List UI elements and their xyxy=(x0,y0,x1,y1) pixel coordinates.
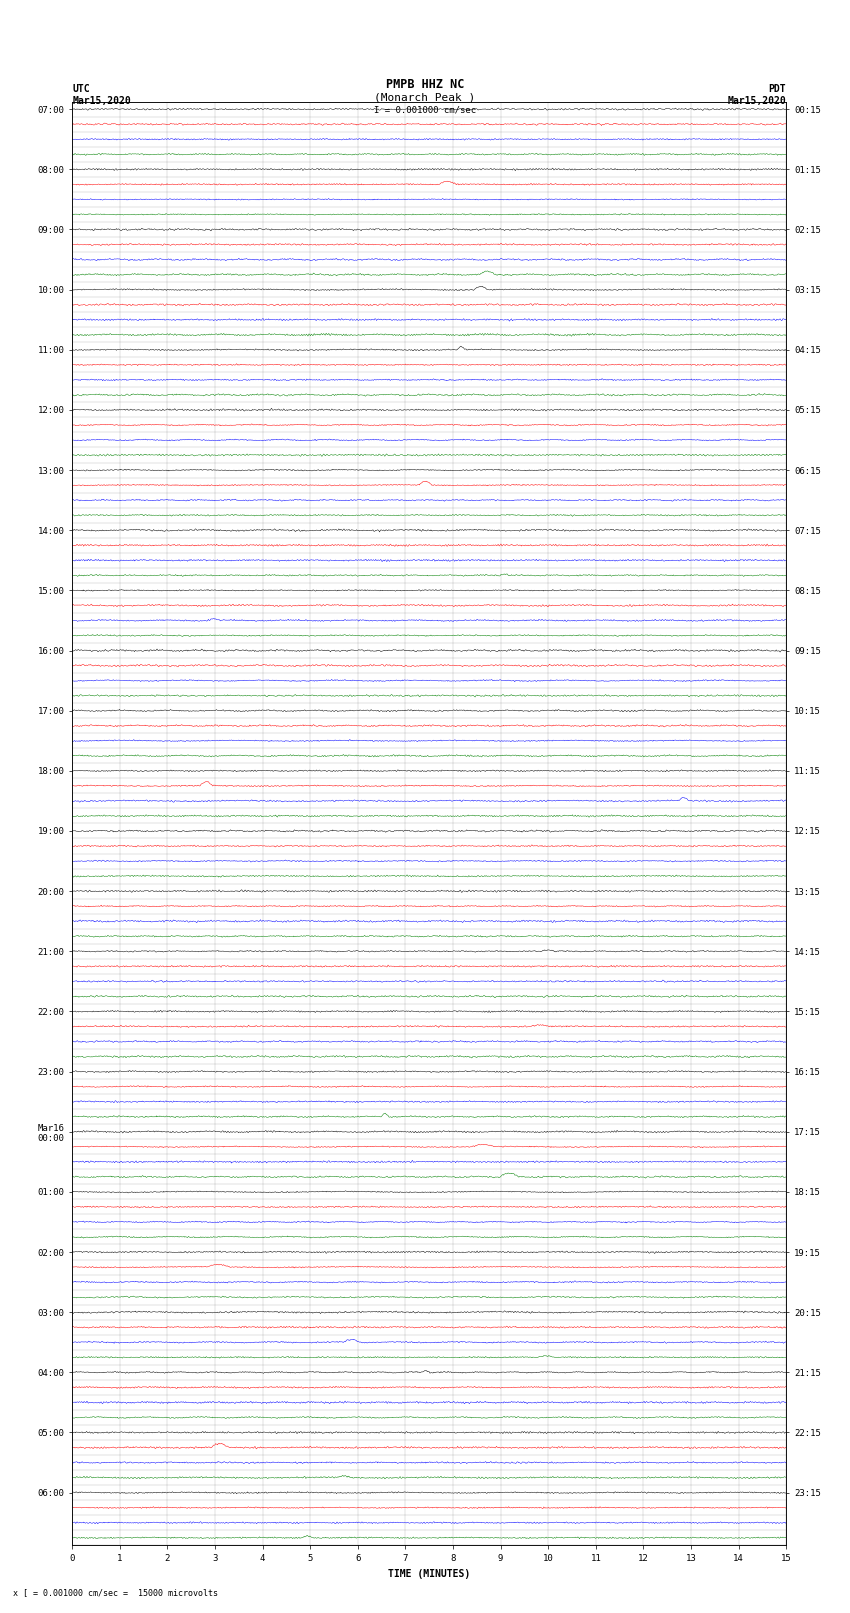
X-axis label: TIME (MINUTES): TIME (MINUTES) xyxy=(388,1569,470,1579)
Text: PDT: PDT xyxy=(768,84,786,94)
Text: Mar15,2020: Mar15,2020 xyxy=(72,95,131,106)
Text: I = 0.001000 cm/sec: I = 0.001000 cm/sec xyxy=(374,105,476,115)
Text: PMPB HHZ NC: PMPB HHZ NC xyxy=(386,77,464,90)
Text: Mar15,2020: Mar15,2020 xyxy=(728,95,786,106)
Text: UTC: UTC xyxy=(72,84,90,94)
Text: (Monarch Peak ): (Monarch Peak ) xyxy=(374,92,476,103)
Text: x [ = 0.001000 cm/sec =  15000 microvolts: x [ = 0.001000 cm/sec = 15000 microvolts xyxy=(13,1587,218,1597)
